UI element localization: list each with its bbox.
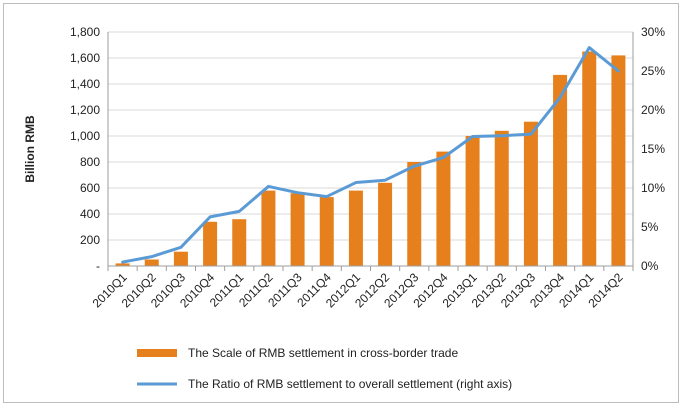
bar [495, 131, 509, 266]
y-axis-label: Billion RMB [23, 115, 37, 183]
bar [232, 219, 246, 266]
chart: - 200 400 600 800 1,000 1,200 1,400 1,600 1,800 0… [4, 4, 680, 404]
y2-axis-ticks: 0% 5% 10% 15% 20% 25% 30% [641, 25, 665, 273]
bar [407, 162, 421, 266]
bar [320, 197, 334, 266]
bar [291, 193, 305, 266]
y-tick-label: 1,200 [70, 103, 100, 117]
legend-swatch-bar [137, 349, 177, 357]
chart-frame: - 200 400 600 800 1,000 1,200 1,400 1,600 1,800 0… [3, 3, 679, 403]
y-tick-label: 800 [80, 155, 100, 169]
y2-tick-label: 25% [641, 64, 665, 78]
y2-tick-label: 5% [641, 220, 659, 234]
legend-label-line: The Ratio of RMB settlement to overall s… [188, 377, 512, 391]
line-series [122, 48, 618, 263]
bar [174, 252, 188, 266]
y2-tick-label: 0% [641, 259, 659, 273]
y-tick-label: 1,800 [70, 25, 100, 39]
legend: The Scale of RMB settlement in cross-bor… [137, 346, 512, 391]
x-axis-ticks: 2010Q12010Q22010Q32010Q42011Q12011Q22011… [90, 270, 626, 310]
bar [466, 136, 480, 266]
bar [436, 152, 450, 266]
y-axis-ticks: - 200 400 600 800 1,000 1,200 1,400 1,600 1,800 [70, 25, 100, 273]
y2-tick-label: 20% [641, 103, 665, 117]
y-tick-label: 400 [80, 207, 100, 221]
bar [582, 52, 596, 267]
y-tick-label: 600 [80, 181, 100, 195]
bar [261, 191, 275, 266]
y-tick-label: 1,600 [70, 51, 100, 65]
y2-tick-label: 10% [641, 181, 665, 195]
bar [349, 191, 363, 266]
series-line [123, 48, 619, 263]
bar [611, 55, 625, 266]
bar [145, 260, 159, 267]
y-tick-label: 1,000 [70, 129, 100, 143]
bar [378, 183, 392, 266]
y2-tick-label: 30% [641, 25, 665, 39]
y2-tick-label: 15% [641, 142, 665, 156]
y-tick-label: - [96, 259, 100, 273]
y-tick-label: 200 [80, 233, 100, 247]
y-tick-label: 1,400 [70, 77, 100, 91]
legend-label-bar: The Scale of RMB settlement in cross-bor… [188, 346, 458, 360]
bar [524, 122, 538, 266]
bar [203, 222, 217, 266]
